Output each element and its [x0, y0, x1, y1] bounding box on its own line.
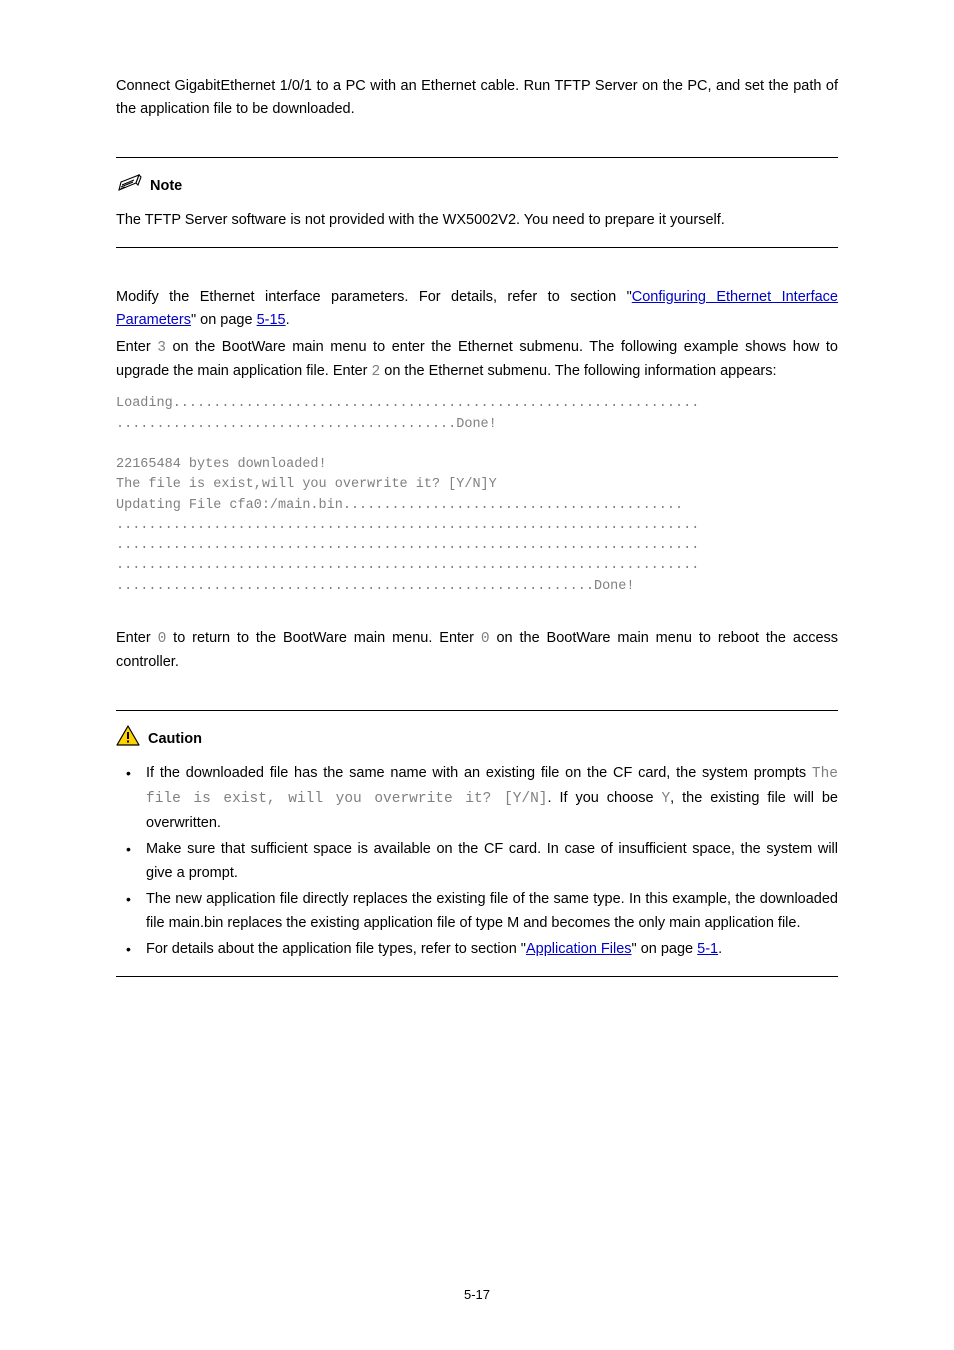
text: . — [286, 312, 290, 328]
list-item: If the downloaded file has the same name… — [116, 762, 838, 836]
caution-head: Caution — [116, 725, 838, 752]
list-item: For details about the application file t… — [116, 938, 838, 962]
intro-paragraph: Connect GigabitEthernet 1/0/1 to a PC wi… — [116, 75, 838, 121]
mono-text: 0 — [158, 631, 167, 647]
mono-text: 2 — [372, 364, 381, 380]
caution-callout: Caution If the downloaded file has the s… — [116, 710, 838, 976]
note-icon — [116, 172, 142, 199]
page-number: 5-17 — [0, 1287, 954, 1302]
enter3-paragraph: Enter 3 on the BootWare main menu to ent… — [116, 336, 838, 384]
text: " on page — [191, 312, 257, 328]
note-body: The TFTP Server software is not provided… — [116, 209, 838, 232]
note-callout: Note The TFTP Server software is not pro… — [116, 157, 838, 247]
link-page-5-1[interactable]: 5-1 — [697, 941, 718, 957]
text: " on page — [632, 941, 698, 957]
link-page-5-15[interactable]: 5-15 — [257, 312, 286, 328]
divider — [116, 157, 838, 158]
caution-list: If the downloaded file has the same name… — [116, 762, 838, 961]
text: Modify the Ethernet interface parameters… — [116, 289, 632, 305]
divider — [116, 710, 838, 711]
note-label: Note — [150, 178, 182, 194]
mono-text: 0 — [481, 631, 490, 647]
divider — [116, 976, 838, 977]
text: on the Ethernet submenu. The following i… — [380, 363, 776, 379]
page-container: Connect GigabitEthernet 1/0/1 to a PC wi… — [0, 0, 954, 1350]
text: If the downloaded file has the same name… — [146, 765, 812, 781]
divider — [116, 247, 838, 248]
list-item: Make sure that sufficient space is avail… — [116, 838, 838, 886]
mono-text: 3 — [157, 340, 166, 356]
text: . — [718, 941, 722, 957]
caution-icon — [116, 725, 140, 752]
modify-paragraph: Modify the Ethernet interface parameters… — [116, 286, 838, 332]
mono-text: Y — [661, 791, 670, 807]
list-item: The new application file directly replac… — [116, 888, 838, 936]
text: For details about the application file t… — [146, 941, 526, 957]
text: to return to the BootWare main menu. Ent… — [166, 630, 481, 646]
text: Enter — [116, 630, 158, 646]
text: Enter — [116, 339, 157, 355]
text: . If you choose — [548, 790, 662, 806]
link-application-files[interactable]: Application Files — [526, 941, 632, 957]
note-head: Note — [116, 172, 838, 199]
enter0-paragraph: Enter 0 to return to the BootWare main m… — [116, 627, 838, 674]
console-output: Loading.................................… — [116, 394, 838, 597]
caution-label: Caution — [148, 731, 202, 747]
